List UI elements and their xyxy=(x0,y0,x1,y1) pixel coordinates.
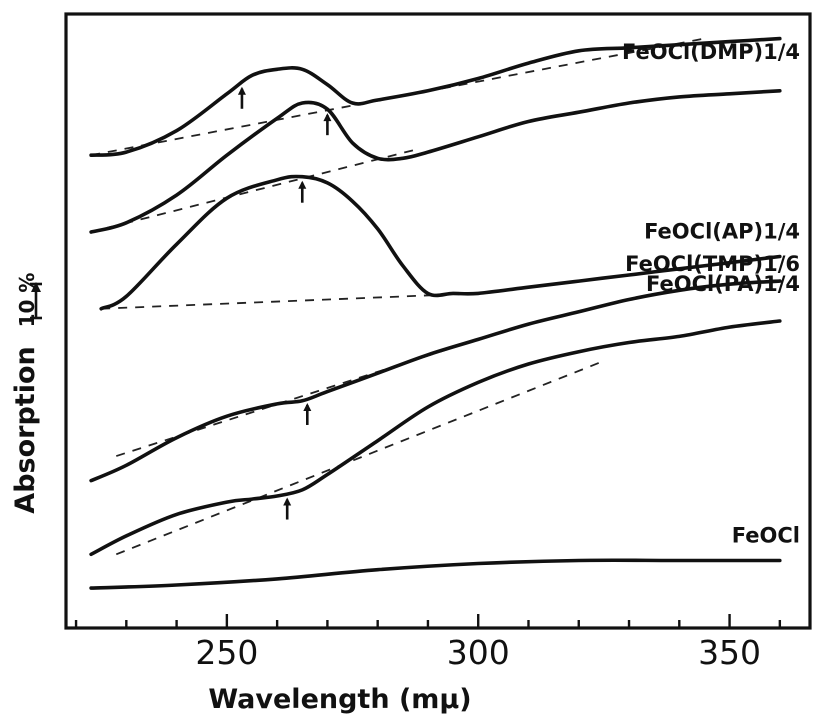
series-curve xyxy=(89,558,782,590)
series-curve xyxy=(89,279,782,483)
peak-marker-arrow xyxy=(283,497,292,520)
series-baseline xyxy=(101,292,479,310)
baselines xyxy=(90,37,705,556)
series-label: FeOCl(AP)1/4 xyxy=(644,220,800,244)
series-baseline xyxy=(115,360,605,556)
x-tick-label: 300 xyxy=(447,633,510,672)
series-curve xyxy=(89,319,782,557)
peak-markers xyxy=(237,86,332,520)
series-baseline xyxy=(90,148,419,233)
series-label: FeOCl(PA)1/4 xyxy=(646,272,800,296)
series-curve xyxy=(89,89,782,234)
series-label: FeOCl xyxy=(732,523,800,547)
plot-frame xyxy=(64,12,812,630)
x-tick-label: 250 xyxy=(195,633,258,672)
x-tick-label: 350 xyxy=(698,633,761,672)
series-label: FeOCl(DMP)1/4 xyxy=(622,40,800,64)
absorption-curves xyxy=(89,36,782,590)
plot-area xyxy=(64,12,812,630)
peak-marker-arrow xyxy=(303,402,312,425)
scale-bar-label: 10 % xyxy=(15,273,39,328)
series-baseline xyxy=(115,338,479,457)
peak-marker-arrow xyxy=(323,113,332,136)
x-axis-ticks: 250 300 350 xyxy=(74,614,782,672)
peak-marker-arrow xyxy=(237,86,246,109)
series-curve xyxy=(99,174,782,311)
x-axis-label: Wavelength (mμ) xyxy=(208,684,471,715)
series-labels: FeOCl(Py)1/4FeOCl(DMP)1/4FeOCl(AP)1/4FeO… xyxy=(622,40,800,548)
series-label: FeOCl(TMP)1/6 xyxy=(625,252,800,276)
y-axis-label: Absorption xyxy=(10,346,41,513)
series-curve xyxy=(89,36,782,157)
peak-marker-arrow xyxy=(298,180,307,203)
scale-bar: 10 % xyxy=(15,273,42,328)
